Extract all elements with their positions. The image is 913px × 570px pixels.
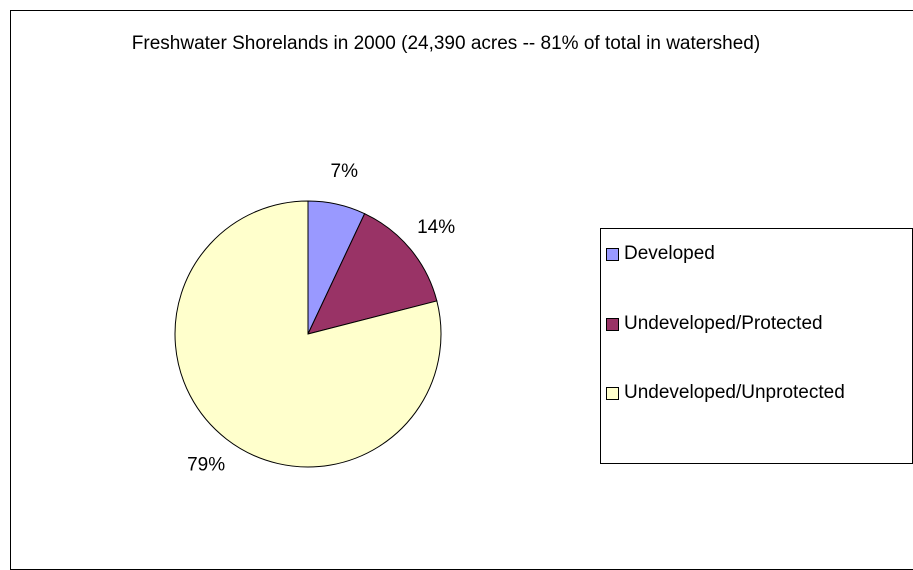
legend-swatch — [606, 387, 619, 400]
chart-title: Freshwater Shorelands in 2000 (24,390 ac… — [131, 33, 761, 54]
legend-swatch — [606, 318, 619, 331]
legend-label: Developed — [624, 243, 715, 264]
pie-slice — [174, 200, 442, 468]
data-label: 7% — [331, 161, 359, 182]
legend-swatch — [606, 248, 619, 261]
pie-chart: 7% 14% 79% — [174, 161, 455, 475]
data-label: 14% — [417, 217, 455, 238]
page: {"chart_data": {"type": "pie", "title": … — [10, 10, 913, 570]
pie-slice — [307, 212, 438, 335]
data-label: 79% — [187, 454, 225, 475]
legend-label: Undeveloped/Unprotected — [624, 382, 845, 403]
legend: Developed Undeveloped/Protected Undevelope… — [600, 228, 913, 464]
legend-label: Undeveloped/Protected — [624, 313, 823, 334]
